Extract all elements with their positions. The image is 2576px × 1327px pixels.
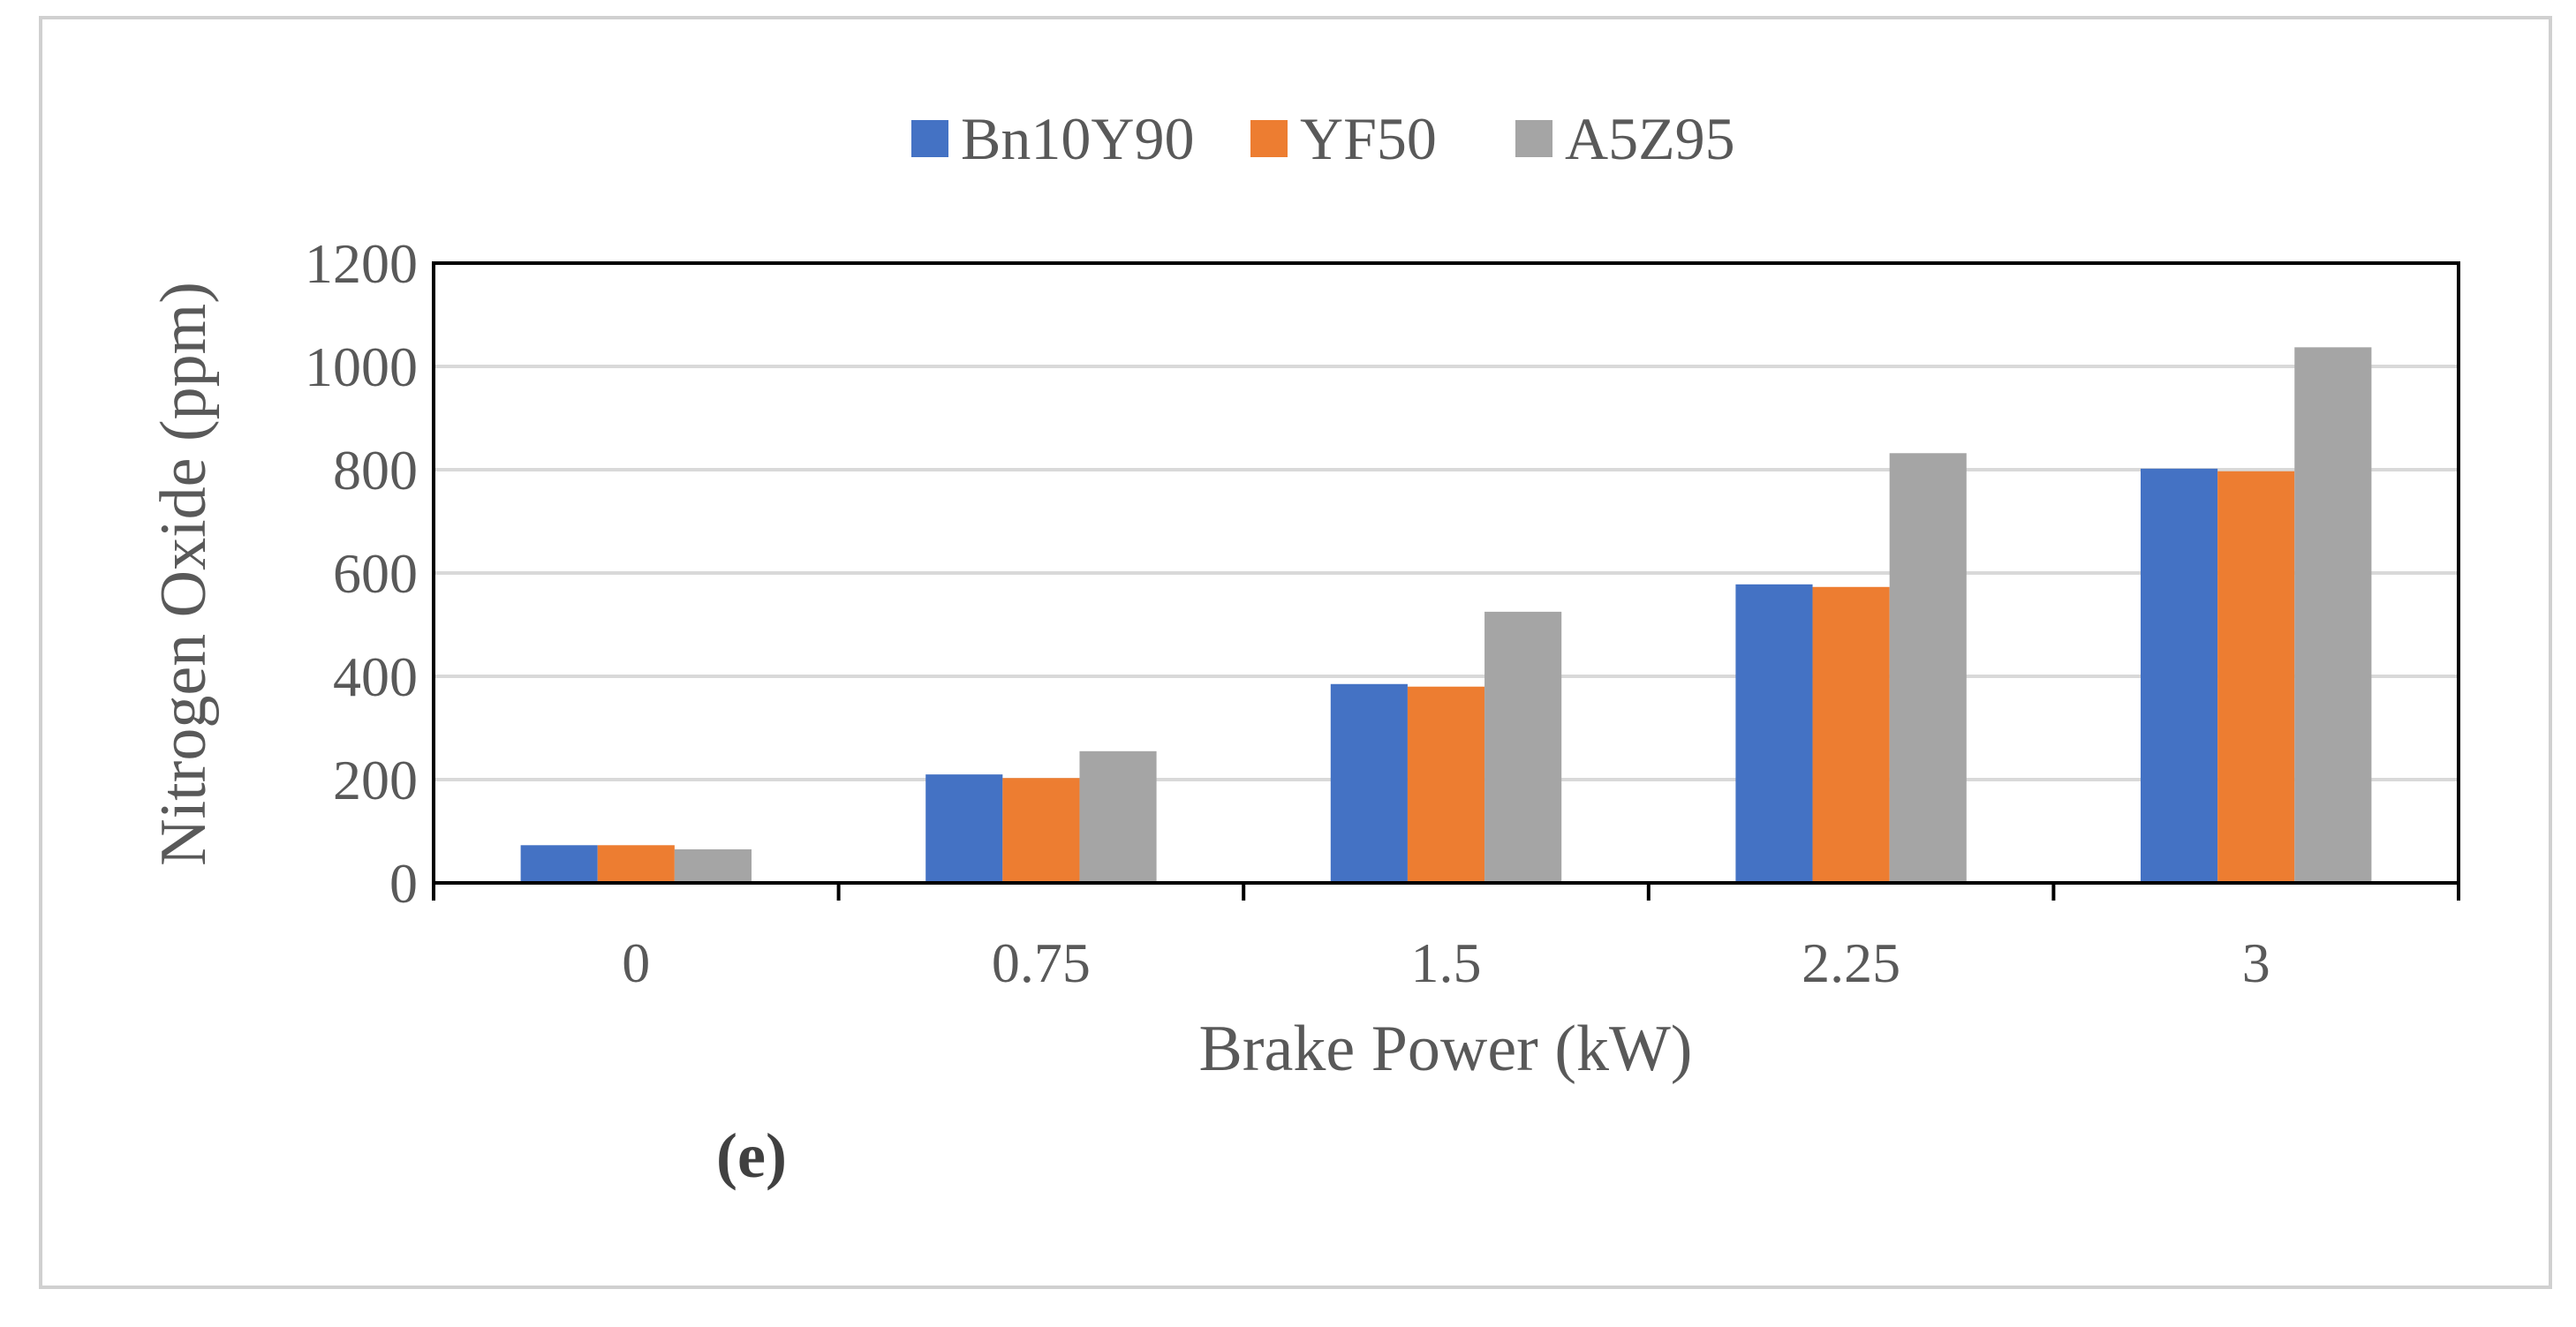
legend-swatch: [1515, 120, 1552, 157]
bar-a5z95: [1079, 750, 1157, 883]
bar-bn10y90: [520, 845, 598, 883]
bar-yf50: [1812, 586, 1890, 883]
bar-a5z95: [1889, 453, 1967, 883]
x-tick-label: 1.5: [1411, 931, 1482, 994]
y-axis-title: Nitrogen Oxide (ppm): [147, 282, 220, 866]
x-tick-label: 2.25: [1802, 931, 1900, 994]
x-axis-tick-labels: 0 0.75 1.5 2.25 3: [622, 931, 2270, 994]
legend-label: Bn10Y90: [961, 105, 1194, 172]
bar-yf50: [597, 845, 675, 883]
y-tick-label: 200: [333, 749, 418, 811]
legend-swatch: [911, 120, 948, 157]
bar-bn10y90: [1735, 584, 1813, 883]
legend-swatch: [1250, 120, 1288, 157]
bar-yf50: [2217, 471, 2295, 883]
bar-a5z95: [2294, 347, 2372, 884]
bar-a5z95: [674, 848, 752, 883]
bar-yf50: [1002, 778, 1080, 883]
x-tick-label: 3: [2242, 931, 2270, 994]
chart-frame: [39, 16, 2552, 1289]
y-axis-tick-labels: 0 200 400 600 800 1000 1200: [305, 232, 418, 915]
bar-yf50: [1407, 686, 1485, 883]
bar-bn10y90: [2140, 468, 2218, 883]
y-tick-label: 1200: [305, 232, 418, 295]
panel-label: (e): [716, 1120, 787, 1191]
legend: Bn10Y90 YF50 A5Z95: [911, 105, 1735, 172]
y-tick-label: 800: [333, 439, 418, 501]
x-tick-label: 0.75: [992, 931, 1091, 994]
bar-a5z95: [1484, 611, 1562, 883]
legend-label: A5Z95: [1565, 105, 1735, 172]
legend-label: YF50: [1300, 105, 1437, 172]
y-tick-label: 400: [333, 645, 418, 708]
x-axis-ticks: [432, 883, 2460, 901]
bar-bn10y90: [925, 774, 1003, 883]
x-tick-label: 0: [622, 931, 650, 994]
y-tick-label: 1000: [305, 336, 418, 398]
y-tick-label: 600: [333, 542, 418, 605]
gridlines: [434, 365, 2459, 781]
bar-bn10y90: [1330, 683, 1408, 883]
x-axis-title: Brake Power (kW): [1199, 1013, 1693, 1085]
plot-area-border: [432, 261, 2460, 885]
bars: [520, 347, 2372, 884]
y-tick-label: 0: [389, 852, 418, 915]
